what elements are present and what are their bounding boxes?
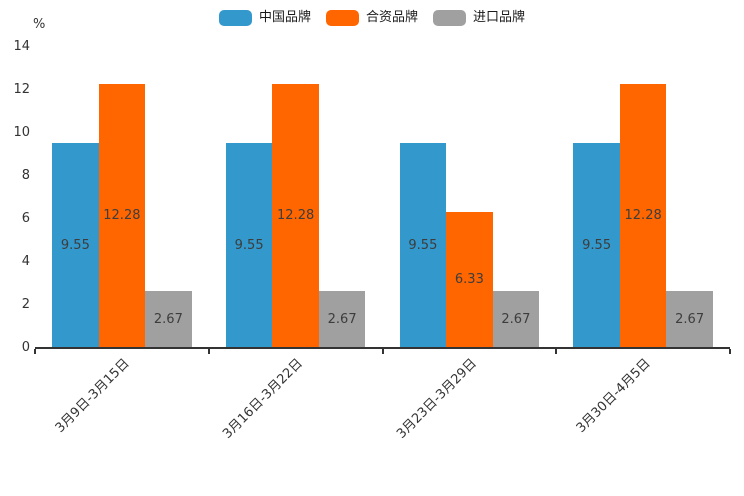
bar-value-label: 2.67: [327, 311, 357, 327]
bar: 2.67: [492, 290, 540, 348]
bar-value-label: 2.67: [153, 311, 183, 327]
legend-label: 合资品牌: [365, 10, 418, 25]
y-tick-label: 2: [21, 297, 30, 312]
y-tick-label: 6: [21, 211, 30, 226]
bar-value-label: 9.55: [60, 237, 90, 253]
legend-label: 进口品牌: [473, 10, 526, 25]
x-category-label: 3月16日-3月22日: [220, 356, 307, 442]
x-category-label: 3月23日-3月29日: [394, 356, 480, 442]
legend-item: 合资品牌: [325, 10, 418, 26]
bar: 2.67: [145, 290, 192, 348]
legend-item: 进口品牌: [433, 10, 525, 26]
legend-label: 中国品牌: [258, 10, 311, 25]
legend: 中国品牌 合资品牌 进口品牌: [0, 10, 744, 26]
bar-value-label: 2.67: [501, 311, 531, 327]
y-tick-label: 14: [13, 39, 30, 54]
x-tick-mark: [729, 349, 731, 354]
bar: 12.28: [98, 83, 146, 348]
legend-swatch: [433, 10, 466, 26]
bar: 2.67: [318, 290, 366, 348]
bar-value-label: 12.28: [103, 208, 141, 224]
x-category-label: 3月9日-3月15日: [52, 356, 133, 436]
y-tick-label: 12: [13, 82, 30, 97]
bar-value-label: 2.67: [675, 311, 705, 327]
bar: 12.28: [272, 83, 319, 348]
x-tick-mark: [381, 349, 384, 354]
bar: 12.28: [619, 83, 667, 348]
x-category-label: 3月30日-4月5日: [573, 356, 654, 436]
x-tick-mark: [207, 349, 210, 354]
legend-swatch: [325, 10, 359, 26]
x-tick-mark: [555, 349, 558, 354]
legend-item: 中国品牌: [218, 10, 311, 26]
y-axis-unit-label: %: [33, 17, 46, 32]
bar-value-label: 12.28: [624, 208, 662, 224]
bar-value-label: 9.55: [582, 237, 612, 253]
y-tick-label: 8: [21, 168, 30, 183]
bar-value-label: 6.33: [454, 272, 484, 288]
bar: 2.67: [666, 290, 713, 348]
y-tick-label: 4: [21, 254, 30, 269]
bar: 9.55: [225, 142, 273, 348]
bar: 9.55: [573, 142, 620, 348]
bar: 6.33: [446, 211, 493, 348]
bar-value-label: 12.28: [277, 208, 315, 224]
legend-swatch: [218, 10, 252, 26]
x-axis-line: [35, 347, 730, 349]
y-tick-label: 0: [21, 340, 30, 355]
y-tick-label: 10: [13, 125, 30, 140]
bar-value-label: 9.55: [234, 237, 264, 253]
bar: 9.55: [399, 142, 447, 348]
bar-value-label: 9.55: [408, 237, 438, 253]
x-tick-mark: [34, 349, 36, 354]
bar: 9.55: [52, 142, 99, 348]
